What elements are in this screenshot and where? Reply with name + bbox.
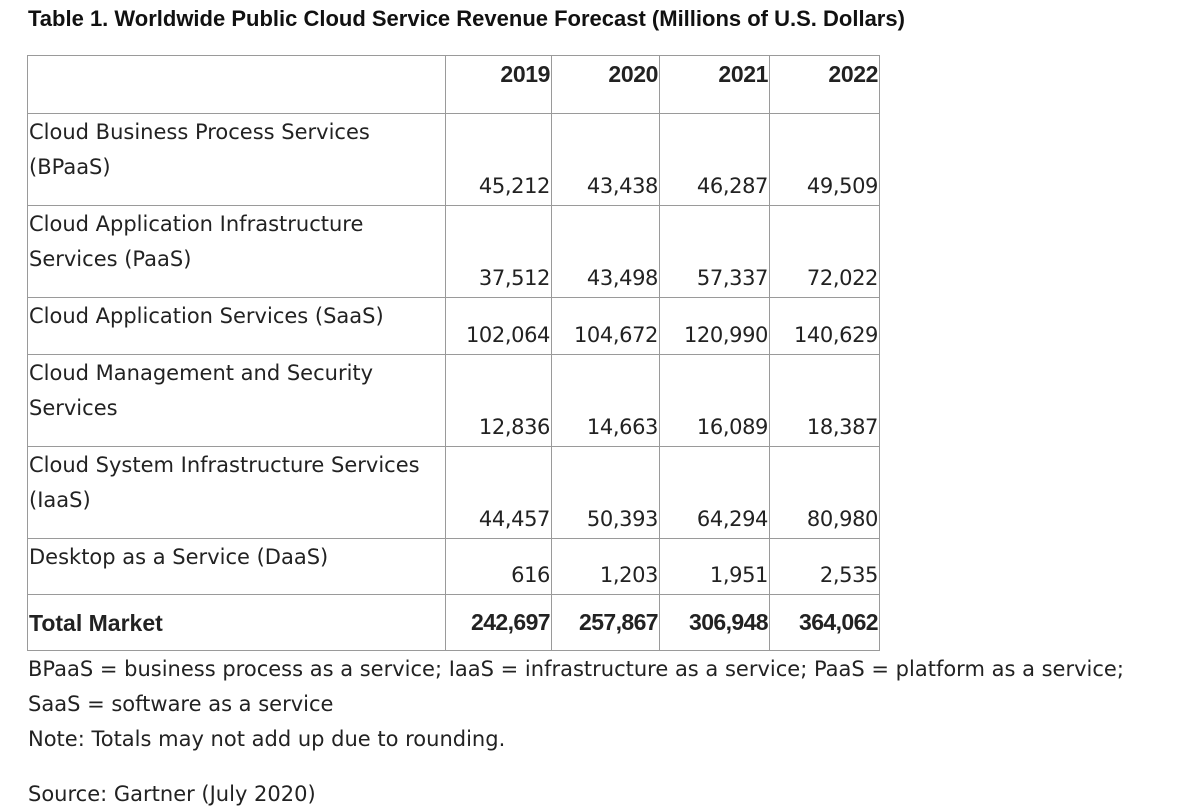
source-note: Source: Gartner (July 2020) [28, 782, 316, 806]
total-row: Total Market 242,697 257,867 306,948 364… [27, 594, 880, 651]
header-row: 2019 2020 2021 2022 [27, 55, 880, 114]
value-cell: 14,663 [551, 354, 660, 447]
value-cell: 43,438 [551, 113, 660, 206]
row-label: Cloud Management and Security Services [27, 354, 446, 447]
value-cell: 50,393 [551, 446, 660, 539]
value-cell: 37,512 [445, 205, 552, 298]
value-cell: 18,387 [769, 354, 880, 447]
value-cell: 43,498 [551, 205, 660, 298]
value-cell: 2,535 [769, 538, 880, 595]
total-value-cell: 257,867 [551, 594, 660, 651]
value-cell: 1,951 [659, 538, 770, 595]
total-value-cell: 242,697 [445, 594, 552, 651]
header-cell-2022: 2022 [769, 55, 880, 114]
table-row: Cloud System Infrastructure Services (Ia… [27, 446, 880, 539]
value-cell: 104,672 [551, 297, 660, 355]
header-cell-2021: 2021 [659, 55, 770, 114]
value-cell: 72,022 [769, 205, 880, 298]
table-row: Cloud Management and Security Services 1… [27, 354, 880, 447]
revenue-forecast-table: 2019 2020 2021 2022 Cloud Business Proce… [27, 55, 880, 651]
rounding-note: Note: Totals may not add up due to round… [28, 727, 506, 751]
value-cell: 16,089 [659, 354, 770, 447]
header-cell-empty [27, 55, 446, 114]
value-cell: 44,457 [445, 446, 552, 539]
table-row: Cloud Application Services (SaaS) 102,06… [27, 297, 880, 355]
value-cell: 49,509 [769, 113, 880, 206]
value-cell: 12,836 [445, 354, 552, 447]
header-cell-2019: 2019 [445, 55, 552, 114]
row-label: Desktop as a Service (DaaS) [27, 538, 446, 595]
table-row: Cloud Application Infrastructure Service… [27, 205, 880, 298]
total-value-cell: 306,948 [659, 594, 770, 651]
row-label: Cloud Application Services (SaaS) [27, 297, 446, 355]
value-cell: 140,629 [769, 297, 880, 355]
table-row: Desktop as a Service (DaaS) 616 1,203 1,… [27, 538, 880, 595]
value-cell: 45,212 [445, 113, 552, 206]
table-row: Cloud Business Process Services (BPaaS) … [27, 113, 880, 206]
total-value-cell: 364,062 [769, 594, 880, 651]
row-label: Cloud Business Process Services (BPaaS) [27, 113, 446, 206]
table-notes: BPaaS = business process as a service; I… [28, 652, 1138, 812]
value-cell: 616 [445, 538, 552, 595]
value-cell: 1,203 [551, 538, 660, 595]
header-cell-2020: 2020 [551, 55, 660, 114]
row-label: Cloud Application Infrastructure Service… [27, 205, 446, 298]
row-label: Cloud System Infrastructure Services (Ia… [27, 446, 446, 539]
total-label: Total Market [27, 594, 446, 651]
table-title: Table 1. Worldwide Public Cloud Service … [28, 6, 905, 31]
value-cell: 120,990 [659, 297, 770, 355]
value-cell: 80,980 [769, 446, 880, 539]
abbreviations-note: BPaaS = business process as a service; I… [28, 657, 1124, 716]
value-cell: 64,294 [659, 446, 770, 539]
value-cell: 57,337 [659, 205, 770, 298]
value-cell: 46,287 [659, 113, 770, 206]
value-cell: 102,064 [445, 297, 552, 355]
